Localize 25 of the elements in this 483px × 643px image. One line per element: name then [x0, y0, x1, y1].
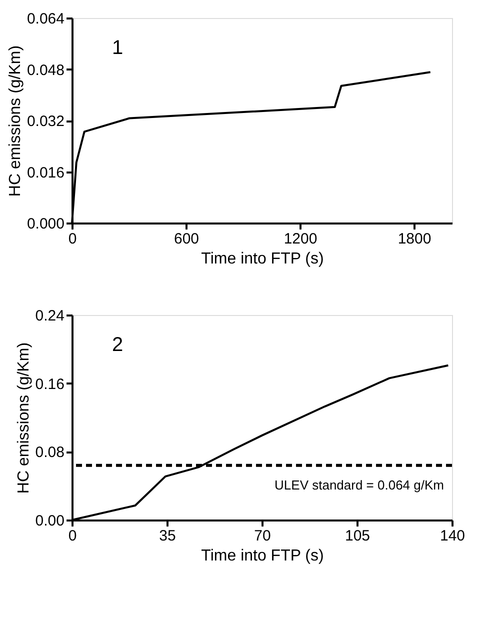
y-tick-label: 0.08	[35, 444, 64, 462]
y-axis-title: HC emissions (g/Km)	[6, 45, 24, 197]
y-tick-label: 0.000	[26, 216, 64, 232]
y-tick-label: 0.048	[26, 62, 64, 79]
x-tick-label: 35	[159, 528, 176, 544]
x-tick-label: 1200	[284, 230, 318, 248]
y-tick-label: 0.00	[35, 512, 64, 530]
y-tick-label: 0.016	[26, 164, 64, 182]
annotation: 2	[112, 334, 124, 356]
x-tick-label: 70	[254, 528, 271, 544]
y-tick-label: 0.032	[26, 113, 64, 130]
x-tick-label: 0	[68, 230, 77, 248]
y-tick-label: 0.24	[35, 308, 64, 324]
y-tick-label: 0.16	[35, 376, 64, 393]
ref-line-label: ULEV standard = 0.064 g/Km	[274, 477, 444, 492]
x-tick-label: 1800	[398, 230, 432, 248]
annotation: 1	[112, 37, 124, 59]
x-axis-title: Time into FTP (s)	[201, 548, 324, 564]
x-axis-title: Time into FTP (s)	[201, 250, 324, 268]
x-tick-label: 0	[68, 528, 77, 544]
y-tick-label: 0.064	[26, 10, 64, 28]
x-tick-label: 105	[344, 528, 370, 544]
y-axis-title: HC emissions (g/Km)	[15, 342, 32, 494]
x-tick-label: 600	[174, 230, 200, 248]
x-tick-label: 140	[440, 528, 466, 544]
